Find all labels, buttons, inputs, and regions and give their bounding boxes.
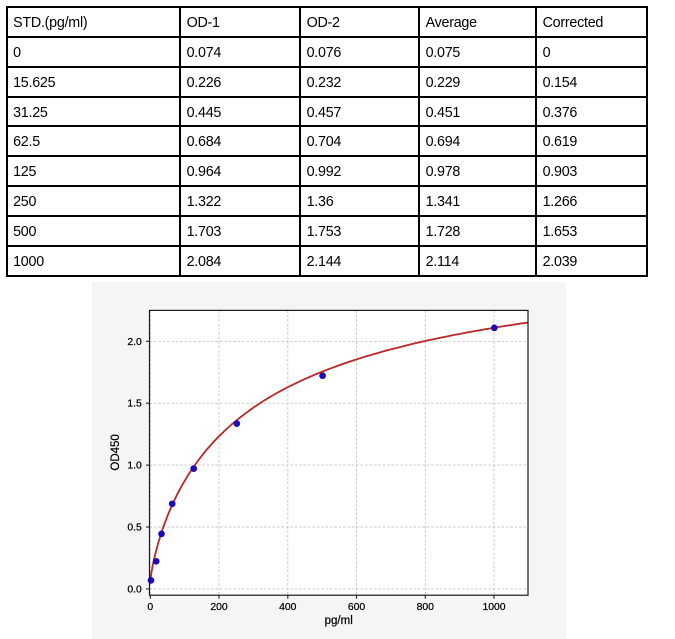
svg-text:800: 800 [417,602,435,613]
svg-text:0.5: 0.5 [127,523,142,534]
svg-text:1.0: 1.0 [127,461,142,472]
svg-text:1.5: 1.5 [127,399,142,410]
svg-text:0.0: 0.0 [127,584,142,595]
svg-text:0: 0 [147,602,153,613]
svg-text:600: 600 [348,602,366,613]
svg-text:1000: 1000 [482,602,505,613]
svg-text:2.0: 2.0 [127,337,142,348]
svg-text:400: 400 [279,602,297,613]
svg-text:pg/ml: pg/ml [325,615,353,627]
svg-text:OD450: OD450 [110,434,122,470]
svg-text:200: 200 [210,602,228,613]
